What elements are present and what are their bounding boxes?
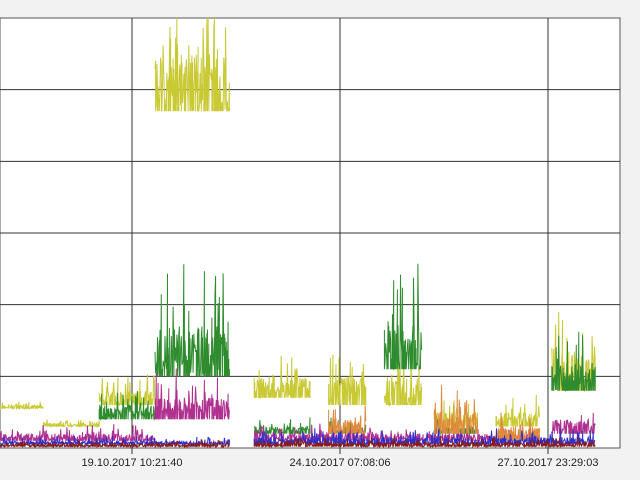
series-line-3 [433,384,478,434]
series-line-0 [154,17,230,112]
series-line-0 [328,354,367,406]
series-line-3 [328,405,367,435]
x-tick-label: 19.10.2017 10:21:40 [81,457,183,469]
series-line-0 [551,311,596,393]
series-line-1 [383,263,423,371]
series-line-1 [253,417,311,436]
series-line-2 [551,412,596,436]
series-line-1 [551,331,596,392]
series-line-0 [253,355,311,400]
series-line-1 [154,264,230,377]
series-line-2 [154,368,230,420]
grid [0,18,620,454]
series-line-0 [0,401,44,411]
series-line-0 [42,419,100,429]
series-line-5 [0,439,230,449]
series-line-4 [0,435,230,447]
series-line-0 [98,374,156,407]
series-line-0 [495,394,540,428]
series-line-1 [98,391,156,421]
series-line-5 [253,436,596,449]
x-tick-label: 24.10.2017 07:08:06 [289,457,391,469]
x-tick-label: 27.10.2017 23:29:03 [497,457,599,469]
series-group [0,17,596,449]
series-line-0 [383,350,423,407]
